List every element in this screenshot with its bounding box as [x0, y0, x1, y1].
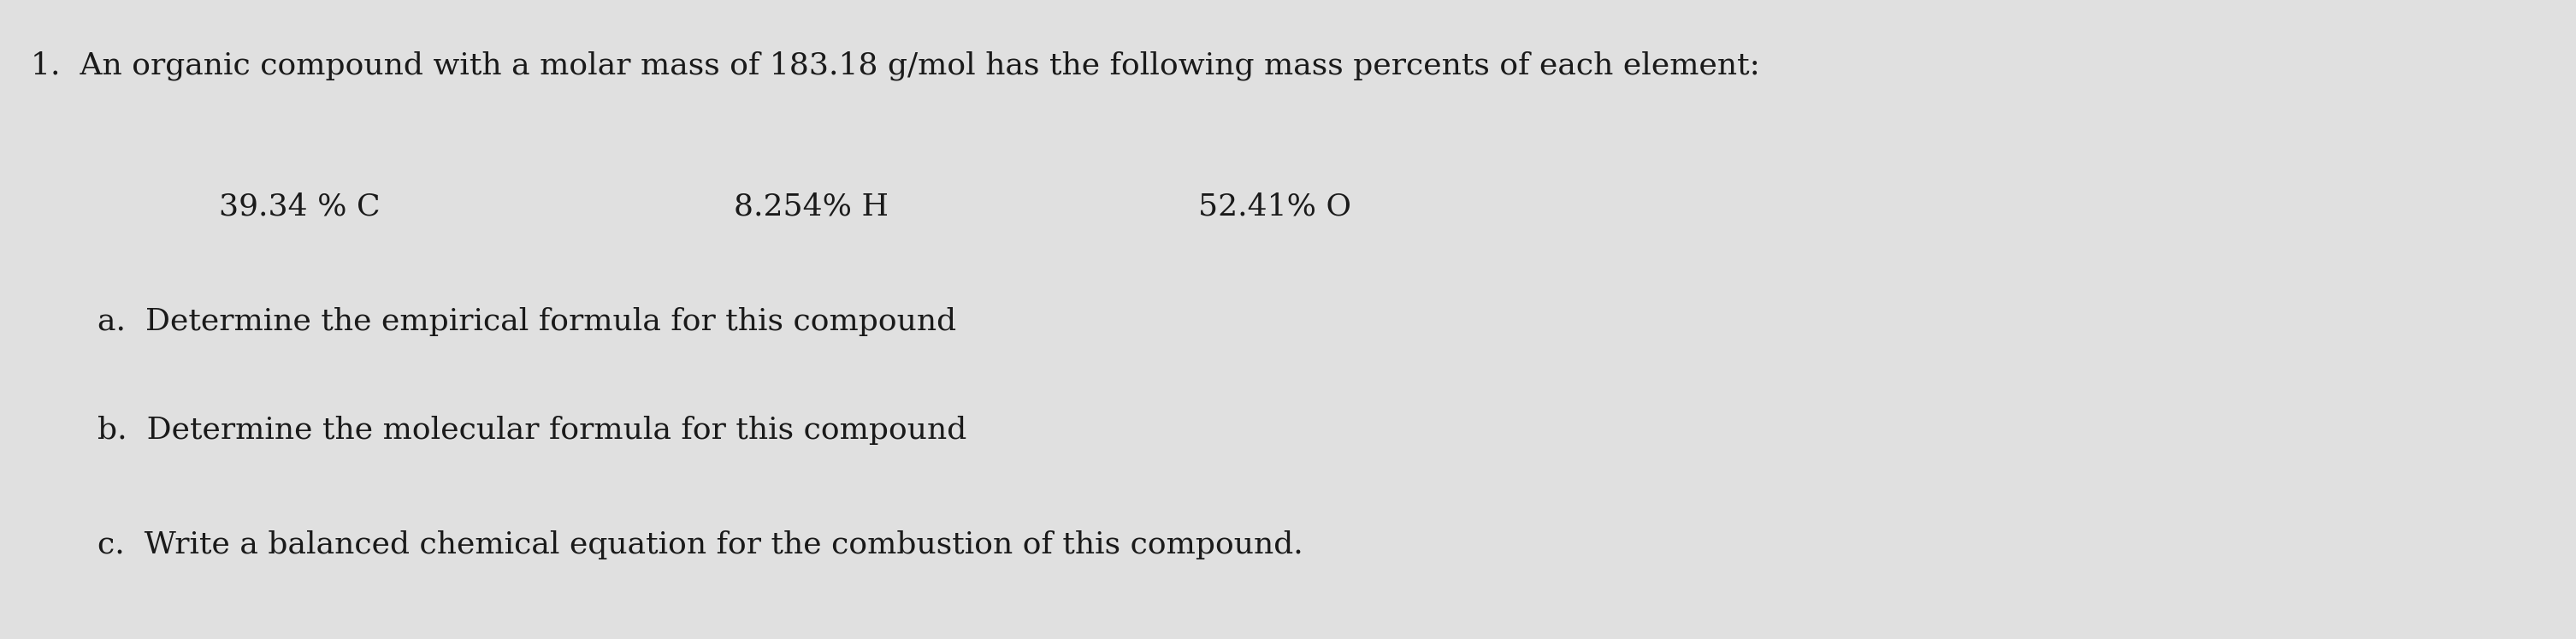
- Text: 39.34 % C: 39.34 % C: [219, 192, 381, 221]
- Text: 8.254% H: 8.254% H: [734, 192, 889, 221]
- Text: 52.41% O: 52.41% O: [1198, 192, 1350, 221]
- Text: b.  Determine the molecular formula for this compound: b. Determine the molecular formula for t…: [98, 415, 966, 445]
- Text: a.  Determine the empirical formula for this compound: a. Determine the empirical formula for t…: [98, 307, 956, 336]
- Text: 1.  An organic compound with a molar mass of 183.18 g/mol has the following mass: 1. An organic compound with a molar mass…: [31, 51, 1759, 81]
- Text: c.  Write a balanced chemical equation for the combustion of this compound.: c. Write a balanced chemical equation fo…: [98, 530, 1303, 560]
